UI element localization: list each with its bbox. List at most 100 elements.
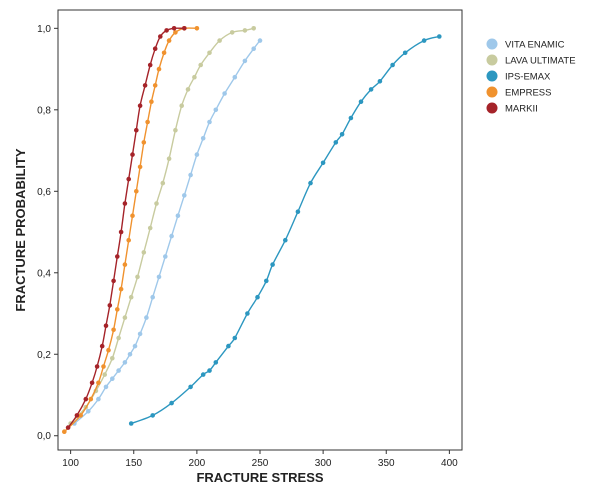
data-point-empress (149, 99, 154, 104)
data-point-lava-ultimate (116, 335, 121, 341)
data-point-markii (115, 254, 120, 259)
data-point-empress (194, 26, 200, 31)
legend-label-ips-emax: IPS-EMAX (505, 72, 551, 83)
series-line-ips-emax (130, 35, 440, 425)
x-axis-title: FRACTURE STRESS (196, 470, 323, 483)
data-point-vita-enamic (156, 274, 162, 280)
x-tick-label: 400 (441, 458, 458, 469)
data-point-lava-ultimate (147, 225, 153, 231)
series-empress (62, 26, 200, 435)
data-point-markii (118, 229, 124, 235)
data-point-lava-ultimate (110, 356, 115, 361)
data-point-ips-emax (390, 62, 395, 68)
data-point-empress (134, 189, 139, 194)
x-tick-label: 150 (125, 458, 142, 469)
data-point-ips-emax (402, 50, 408, 56)
data-point-lava-ultimate (173, 127, 178, 133)
data-point-ips-emax (232, 335, 238, 341)
data-point-vita-enamic (127, 352, 133, 357)
data-point-lava-ultimate (192, 74, 197, 80)
data-point-lava-ultimate (251, 26, 256, 31)
data-point-ips-emax (377, 79, 383, 84)
data-point-lava-ultimate (242, 28, 248, 33)
data-point-markii (83, 396, 89, 402)
series-vita-enamic (72, 38, 263, 426)
data-point-markii (65, 425, 71, 430)
data-point-markii (171, 26, 177, 31)
data-point-ips-emax (245, 311, 250, 316)
data-point-ips-emax (308, 180, 313, 186)
data-point-empress (106, 347, 111, 353)
data-point-vita-enamic (150, 294, 155, 300)
data-point-vita-enamic (122, 360, 128, 365)
data-point-markii (103, 323, 109, 329)
data-point-ips-emax (128, 421, 134, 426)
data-point-empress (166, 38, 172, 43)
data-point-ips-emax (437, 34, 442, 39)
data-point-lava-ultimate (141, 250, 147, 255)
data-point-lava-ultimate (122, 315, 128, 320)
data-point-vita-enamic (188, 172, 193, 178)
data-point-lava-ultimate (166, 156, 172, 161)
data-point-empress (141, 140, 147, 145)
data-point-vita-enamic (242, 58, 248, 64)
x-axis-ticks: 100 150 200 250 300 350 400 (62, 450, 458, 469)
legend-marker-empress (486, 86, 498, 98)
data-point-ips-emax (339, 132, 345, 137)
data-point-empress (152, 83, 158, 88)
data-point-lava-ultimate (128, 294, 134, 300)
data-point-vita-enamic (200, 136, 206, 141)
legend-marker-ips-emax (486, 70, 498, 82)
data-point-empress (88, 396, 94, 402)
data-point-markii (152, 46, 158, 51)
data-point-ips-emax (213, 360, 219, 365)
data-point-markii (111, 278, 116, 284)
data-point-ips-emax (348, 115, 354, 121)
x-tick-label: 200 (189, 458, 206, 469)
data-point-markii (142, 83, 148, 88)
legend-marker-lava-ultimate (486, 54, 498, 66)
series-layer (62, 26, 442, 435)
series-markii (65, 26, 187, 430)
data-point-vita-enamic (86, 409, 91, 414)
data-point-vita-enamic (213, 107, 219, 113)
series-line-markii (67, 27, 185, 429)
data-point-vita-enamic (96, 396, 101, 402)
data-point-ips-emax (264, 278, 269, 284)
data-point-vita-enamic (110, 376, 115, 382)
data-point-ips-emax (255, 294, 260, 300)
data-point-lava-ultimate (154, 201, 159, 206)
data-point-ips-emax (368, 87, 374, 92)
data-point-ips-emax (320, 160, 326, 166)
data-point-markii (130, 152, 135, 157)
y-axis-title: FRACTURE PROBABILITY (13, 148, 28, 312)
data-point-vita-enamic (144, 315, 149, 320)
data-point-lava-ultimate (102, 372, 107, 377)
y-tick-label: 0,0 (37, 431, 51, 442)
data-point-empress (101, 364, 106, 369)
data-point-empress (156, 66, 162, 72)
data-point-markii (107, 303, 113, 308)
data-point-markii (74, 413, 80, 418)
data-point-ips-emax (200, 372, 206, 377)
legend-marker-vita-enamic (486, 38, 498, 50)
data-point-empress (118, 286, 124, 292)
data-point-markii (158, 34, 163, 39)
data-point-vita-enamic (222, 91, 227, 96)
data-point-markii (122, 201, 128, 206)
data-point-empress (137, 164, 143, 170)
x-tick-label: 100 (62, 458, 79, 469)
data-point-lava-ultimate (217, 38, 222, 43)
series-ips-emax (128, 34, 442, 426)
data-point-empress (115, 307, 120, 312)
data-point-vita-enamic (132, 343, 138, 349)
data-point-empress (145, 119, 150, 125)
y-tick-label: 0,8 (37, 105, 51, 116)
series-lava-ultimate (68, 26, 256, 426)
plot-frame (57, 9, 463, 451)
data-point-ips-emax (421, 38, 427, 43)
data-point-vita-enamic (163, 254, 168, 259)
legend-label-empress: EMPRESS (505, 88, 551, 99)
data-point-empress (96, 380, 101, 386)
